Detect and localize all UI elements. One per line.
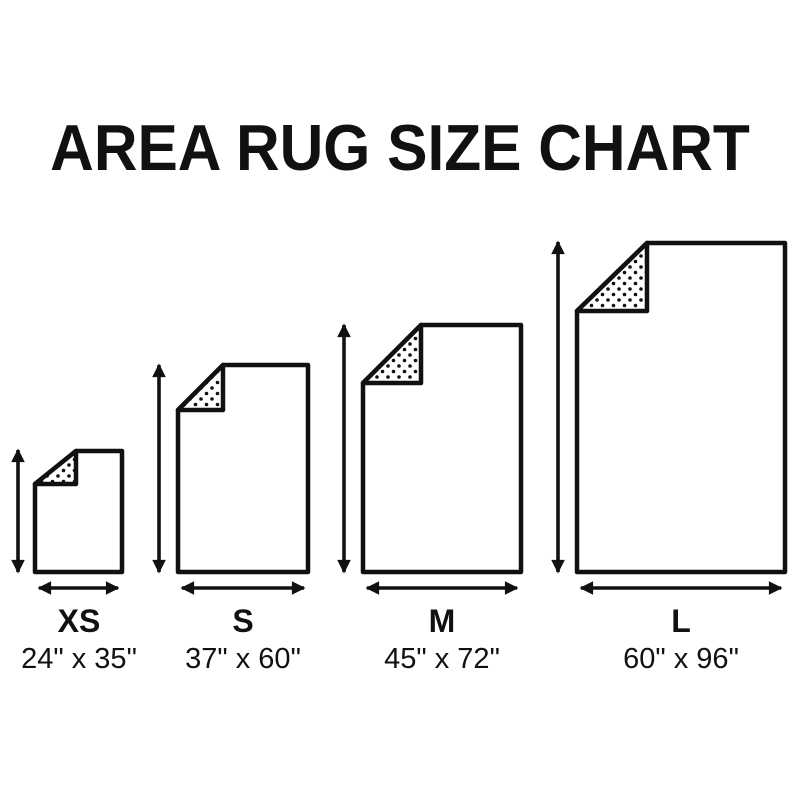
size-dimensions: 45" x 72" — [384, 643, 500, 675]
size-label-m: M 45" x 72" — [332, 603, 552, 676]
rug-figure-xs — [11, 448, 125, 595]
size-name: M — [428, 603, 456, 639]
folded-corner — [175, 362, 226, 413]
size-name: L — [671, 603, 691, 639]
folded-corner — [574, 240, 650, 314]
folded-corner — [32, 448, 79, 487]
rug-figure-m — [337, 322, 524, 595]
rug-figure-l — [551, 240, 788, 595]
size-dimensions: 37" x 60" — [185, 643, 301, 675]
rug-figure-s — [152, 362, 311, 595]
size-dimensions: 24" x 35" — [21, 643, 137, 675]
size-name: S — [232, 603, 254, 639]
size-name: XS — [57, 603, 101, 639]
folded-corner — [360, 322, 424, 386]
size-dimensions: 60" x 96" — [623, 643, 739, 675]
size-label-l: L 60" x 96" — [571, 603, 791, 676]
size-label-xs: XS 24" x 35" — [0, 603, 189, 676]
size-label-s: S 37" x 60" — [133, 603, 353, 676]
page-title: AREA RUG SIZE CHART — [50, 111, 750, 184]
rug-shape — [32, 448, 125, 575]
